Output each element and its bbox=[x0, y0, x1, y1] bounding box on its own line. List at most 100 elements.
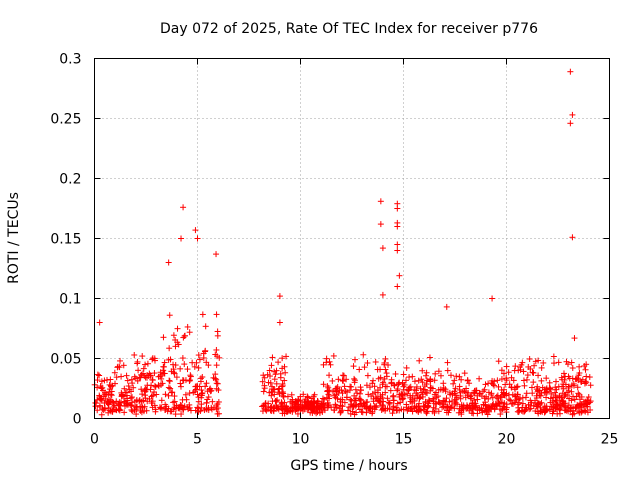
data-point bbox=[379, 401, 386, 408]
data-point bbox=[131, 407, 138, 414]
data-point bbox=[112, 380, 119, 387]
data-point bbox=[448, 372, 455, 379]
data-point bbox=[199, 311, 206, 318]
data-point bbox=[281, 399, 288, 406]
data-point bbox=[381, 375, 388, 382]
data-point bbox=[261, 403, 268, 410]
data-point bbox=[339, 372, 346, 379]
y-tick-label: 0.25 bbox=[50, 112, 81, 128]
data-point bbox=[283, 353, 290, 360]
data-point bbox=[149, 398, 156, 405]
data-point bbox=[310, 407, 317, 414]
data-point bbox=[365, 391, 372, 398]
data-point bbox=[411, 386, 418, 393]
data-point bbox=[363, 382, 370, 389]
data-point bbox=[369, 410, 376, 417]
data-point bbox=[457, 389, 464, 396]
y-axis-label: ROTI / TECUs bbox=[6, 192, 22, 284]
data-point bbox=[414, 391, 421, 398]
data-point bbox=[162, 406, 169, 413]
data-point bbox=[165, 392, 172, 399]
data-point bbox=[460, 402, 467, 409]
data-point bbox=[274, 397, 281, 404]
data-point bbox=[194, 235, 201, 242]
data-point bbox=[144, 371, 151, 378]
data-point bbox=[523, 376, 530, 383]
data-point bbox=[332, 401, 339, 408]
data-point bbox=[444, 404, 451, 411]
data-point bbox=[214, 410, 221, 417]
axis-ticks: 0 5 10 15 20 25 0 0.05 0.1 0.15 0.2 0.25 0.3 bbox=[50, 52, 618, 448]
data-point bbox=[569, 111, 576, 118]
data-point bbox=[162, 391, 169, 398]
data-point bbox=[302, 402, 309, 409]
data-point bbox=[324, 403, 331, 410]
data-point bbox=[94, 407, 101, 414]
data-point bbox=[182, 391, 189, 398]
data-point bbox=[364, 360, 371, 367]
data-point bbox=[479, 407, 486, 414]
data-point bbox=[147, 386, 154, 393]
data-point bbox=[464, 392, 471, 399]
data-point bbox=[288, 404, 295, 411]
data-point bbox=[297, 398, 304, 405]
data-point bbox=[116, 407, 123, 414]
data-point bbox=[584, 397, 591, 404]
data-point bbox=[172, 362, 179, 369]
data-point bbox=[269, 386, 276, 393]
data-point bbox=[113, 398, 120, 405]
data-point bbox=[469, 399, 476, 406]
data-point bbox=[334, 383, 341, 390]
data-point bbox=[166, 312, 173, 319]
data-point bbox=[118, 389, 125, 396]
data-point bbox=[583, 373, 590, 380]
data-point bbox=[404, 390, 411, 397]
data-point bbox=[277, 401, 284, 408]
data-point bbox=[569, 234, 576, 241]
data-point bbox=[151, 382, 158, 389]
data-point bbox=[139, 353, 146, 360]
data-point bbox=[346, 387, 353, 394]
data-point bbox=[128, 376, 135, 383]
data-point bbox=[281, 377, 288, 384]
data-point bbox=[534, 408, 541, 415]
data-point bbox=[394, 223, 401, 230]
y-tick-label: 0 bbox=[73, 412, 82, 428]
data-point bbox=[380, 398, 387, 405]
data-point bbox=[123, 389, 130, 396]
data-point bbox=[505, 369, 512, 376]
data-point bbox=[455, 409, 462, 416]
data-point bbox=[320, 402, 327, 409]
data-point bbox=[147, 372, 154, 379]
data-point bbox=[423, 369, 430, 376]
data-point bbox=[526, 406, 533, 413]
data-point bbox=[117, 402, 124, 409]
data-point bbox=[180, 334, 187, 341]
data-point bbox=[581, 363, 588, 370]
data-point bbox=[105, 391, 112, 398]
data-point bbox=[213, 311, 220, 318]
data-point bbox=[566, 395, 573, 402]
data-point bbox=[546, 384, 553, 391]
data-point bbox=[568, 359, 575, 366]
data-point bbox=[151, 370, 158, 377]
data-point bbox=[396, 407, 403, 414]
data-point bbox=[421, 383, 428, 390]
data-point bbox=[509, 400, 516, 407]
data-point bbox=[503, 401, 510, 408]
data-point bbox=[278, 383, 285, 390]
data-point bbox=[382, 383, 389, 390]
data-point bbox=[568, 388, 575, 395]
data-point bbox=[351, 377, 358, 384]
data-point bbox=[335, 376, 342, 383]
data-point bbox=[553, 394, 560, 401]
data-point bbox=[429, 385, 436, 392]
data-point bbox=[500, 370, 507, 377]
data-point bbox=[484, 406, 491, 413]
data-point bbox=[415, 377, 422, 384]
data-point bbox=[534, 401, 541, 408]
data-point bbox=[400, 371, 407, 378]
data-point bbox=[134, 360, 141, 367]
data-point bbox=[451, 377, 458, 384]
data-point bbox=[488, 390, 495, 397]
